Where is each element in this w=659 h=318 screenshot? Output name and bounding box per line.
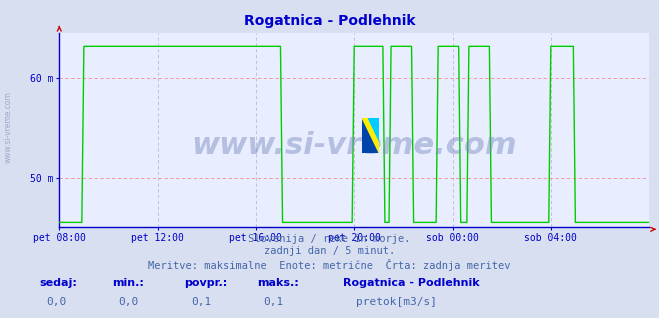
Text: maks.:: maks.: [257,278,299,288]
Text: www.si-vreme.com: www.si-vreme.com [191,131,517,160]
Text: Rogatnica - Podlehnik: Rogatnica - Podlehnik [343,278,479,288]
Text: 0,1: 0,1 [191,297,212,307]
Text: 0,0: 0,0 [46,297,67,307]
Text: zadnji dan / 5 minut.: zadnji dan / 5 minut. [264,246,395,256]
Text: sedaj:: sedaj: [40,278,77,288]
Text: Meritve: maksimalne  Enote: metrične  Črta: zadnja meritev: Meritve: maksimalne Enote: metrične Črta… [148,259,511,271]
Text: www.si-vreme.com: www.si-vreme.com [3,91,13,163]
Text: Slovenija / reke in morje.: Slovenija / reke in morje. [248,234,411,244]
Text: pretok[m3/s]: pretok[m3/s] [356,297,437,307]
Text: povpr.:: povpr.: [185,278,228,288]
Text: Rogatnica - Podlehnik: Rogatnica - Podlehnik [244,14,415,28]
Text: min.:: min.: [112,278,144,288]
Text: 0,1: 0,1 [264,297,284,307]
Text: 0,0: 0,0 [119,297,139,307]
